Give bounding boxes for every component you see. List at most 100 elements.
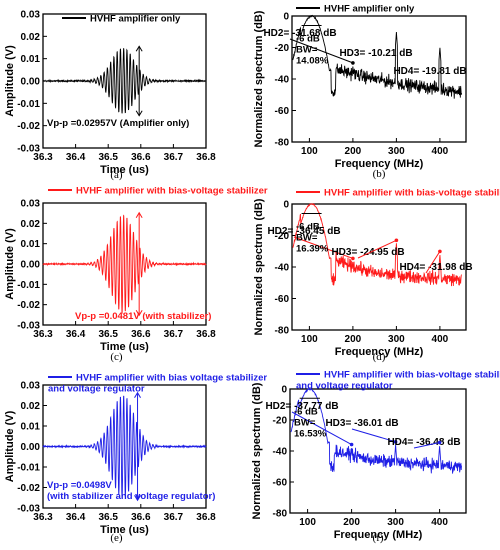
y-tick-label: -80 xyxy=(275,138,290,149)
bw-label: BW= xyxy=(294,417,316,428)
y-tick-label: -20 xyxy=(275,231,290,242)
panel-caption: (d) xyxy=(373,351,386,363)
y-tick-label: -40 xyxy=(275,263,290,274)
x-axis-label: Frequency (MHz) xyxy=(335,158,424,170)
x-axis-label: Time (us) xyxy=(100,341,149,353)
y-tick-label: -40 xyxy=(273,447,288,458)
x-tick-label: 36.5 xyxy=(98,329,118,340)
vpp-annotation: Vp-p =0.0481V (with stabilizer) xyxy=(75,311,211,322)
legend-label: HVHF amplifier with bias-voltage stabili… xyxy=(324,188,500,199)
y-tick-label: 0.01 xyxy=(21,54,41,65)
vpp-annotation: Vp-p =0.02957V (Amplifier only) xyxy=(47,118,189,129)
legend-label-line: and voltage regulator xyxy=(48,384,145,395)
x-tick-label: 36.6 xyxy=(131,512,151,523)
x-tick-label: 36.7 xyxy=(164,512,184,523)
y-tick-label: 0 xyxy=(281,385,287,396)
y-tick-label: -0.03 xyxy=(17,321,40,332)
x-tick-label: 36.7 xyxy=(164,329,184,340)
harmonic-pointer-head xyxy=(394,238,399,243)
x-tick-label: 36.5 xyxy=(98,152,118,163)
y-tick-label: 0.03 xyxy=(21,381,41,392)
vpp-annotation-line: Vp-p =0.0481V (with stabilizer) xyxy=(75,311,211,322)
panel-a: 36.3 36.4 36.5 36.6 36.7 36.8 0.03 0.02 0.01 0.00… xyxy=(4,10,216,182)
harmonic-label: HD2= -31.68 dB xyxy=(263,28,336,39)
vpp-arrow-bottom xyxy=(134,495,141,502)
bw-value: 16.53% xyxy=(294,428,327,439)
x-tick-label: 200 xyxy=(345,334,362,345)
spectrum-trace xyxy=(292,203,462,287)
y-tick-label: -20 xyxy=(275,43,290,54)
harmonic-label: HD3= -10.21 dB xyxy=(339,48,412,59)
vpp-annotation-line: (with stabilizer and voltage regulator) xyxy=(47,491,215,502)
harmonic-label: HD3= -36.01 dB xyxy=(325,418,398,429)
harmonic-pointer-head xyxy=(438,249,442,254)
y-tick-label: 0.01 xyxy=(21,422,41,433)
bw-6db-label: -6 dB xyxy=(296,221,320,232)
harmonic-pointer xyxy=(351,428,396,443)
legend-label-line: HVHF amplifier with bias-voltage stabili… xyxy=(324,188,500,199)
harmonic-label: HD4= -19.81 dB xyxy=(393,66,466,77)
x-axis-label: Frequency (MHz) xyxy=(334,529,423,541)
signal-trace xyxy=(42,48,207,114)
x-tick-label: 400 xyxy=(432,334,449,345)
legend-label-line: HVHF amplifier only xyxy=(90,14,181,25)
panel-c: 36.3 36.4 36.5 36.6 36.7 36.8 0.03 0.02 0.01 0.00… xyxy=(4,186,268,364)
x-tick-label: 200 xyxy=(345,146,362,157)
bw-value: 14.08% xyxy=(296,55,329,66)
harmonic-label: HD2= -37.77 dB xyxy=(265,401,338,412)
y-tick-label: 0.03 xyxy=(21,10,41,21)
x-tick-label: 100 xyxy=(301,146,318,157)
y-tick-label: -80 xyxy=(275,326,290,337)
harmonic-pointer xyxy=(357,239,397,259)
panel-d: 100 200 300 400 0 -20 -40 -60 -80 Frequency (MHz)… xyxy=(253,188,500,364)
x-tick-label: 400 xyxy=(432,146,449,157)
x-axis-label: Time (us) xyxy=(100,524,149,536)
x-tick-label: 36.8 xyxy=(196,512,216,523)
vpp-annotation-line: Vp-p =0.02957V (Amplifier only) xyxy=(47,118,189,129)
y-tick-label: -60 xyxy=(275,106,290,117)
x-tick-label: 400 xyxy=(431,517,448,528)
y-axis-label: Amplitude (V) xyxy=(4,45,16,117)
x-tick-label: 36.4 xyxy=(66,329,86,340)
harmonic-pointer-head xyxy=(393,440,398,444)
spectrum-trace xyxy=(290,387,462,474)
vpp-annotation-line: Vp-p =0.0498V xyxy=(47,480,112,491)
signal-trace xyxy=(42,214,207,315)
legend-label-line: HVHF amplifier only xyxy=(324,4,415,15)
harmonic-label: HD2= -36.45 dB xyxy=(267,226,340,237)
panel-caption: (e) xyxy=(110,532,123,544)
bw-6db-label: -6 dB xyxy=(296,33,320,44)
y-tick-label: -0.02 xyxy=(17,483,40,494)
x-tick-label: 200 xyxy=(343,517,360,528)
x-axis-label: Frequency (MHz) xyxy=(335,346,424,358)
bw-label: BW= xyxy=(296,232,318,243)
x-tick-label: 36.4 xyxy=(66,512,86,523)
y-tick-label: -0.01 xyxy=(17,99,40,110)
legend-label-line: and voltage regulator xyxy=(296,381,393,392)
x-tick-label: 36.8 xyxy=(196,152,216,163)
y-axis-label: Normalized spectrum (dB) xyxy=(251,382,263,519)
y-tick-label: -0.02 xyxy=(17,121,40,132)
y-tick-label: 0.01 xyxy=(21,239,41,250)
y-tick-label: 0 xyxy=(283,200,289,211)
legend-label-line: HVHF amplifier with bias-voltage stabili… xyxy=(76,186,268,197)
y-tick-label: 0.02 xyxy=(21,401,41,412)
x-tick-label: 36.4 xyxy=(66,152,86,163)
vpp-arrow-top xyxy=(135,45,143,52)
spectrum-trace xyxy=(292,14,463,99)
panel-caption: (c) xyxy=(110,351,123,363)
y-tick-label: -60 xyxy=(275,294,290,305)
harmonic-label: HD4= -31.98 dB xyxy=(399,262,472,273)
y-axis-label: Amplitude (V) xyxy=(4,228,16,300)
x-tick-label: 36.6 xyxy=(131,152,151,163)
x-tick-label: 36.5 xyxy=(98,512,118,523)
x-tick-label: 36.6 xyxy=(131,329,151,340)
vpp-arrow-top xyxy=(134,391,141,398)
harmonic-pointer xyxy=(291,411,352,445)
y-tick-label: 0 xyxy=(283,12,289,23)
panel-caption: (a) xyxy=(110,169,123,181)
legend-label: HVHF amplifier only xyxy=(90,14,181,25)
bw-6db-label: -6 dB xyxy=(294,406,318,417)
x-tick-label: 36.3 xyxy=(33,512,53,523)
